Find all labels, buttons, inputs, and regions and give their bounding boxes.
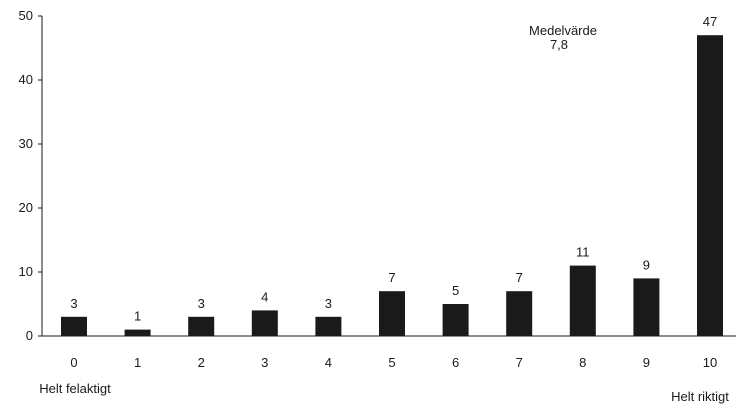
bar-value-label: 3 <box>325 296 332 311</box>
x-tick-label: 8 <box>579 355 586 370</box>
x-tick-label: 4 <box>325 355 332 370</box>
bar-value-label: 9 <box>643 257 650 272</box>
bar-value-label: 3 <box>70 296 77 311</box>
bar-value-label: 3 <box>198 296 205 311</box>
bar <box>633 278 660 336</box>
x-tick-label: 3 <box>261 355 268 370</box>
mean-value: 7,8 <box>550 37 568 52</box>
x-tick-label: 10 <box>703 355 717 370</box>
bar-value-label: 7 <box>388 270 395 285</box>
x-tick-label: 7 <box>516 355 523 370</box>
bar-value-label: 1 <box>134 309 141 324</box>
y-tick-label: 40 <box>19 72 33 87</box>
bar <box>442 304 469 336</box>
bar-value-label: 47 <box>703 14 717 29</box>
bar <box>251 310 278 336</box>
x-tick-label: 2 <box>198 355 205 370</box>
bar <box>506 291 533 336</box>
x-tick-label: 5 <box>388 355 395 370</box>
x-tick-label: 6 <box>452 355 459 370</box>
bar <box>124 329 151 336</box>
bar-value-label: 5 <box>452 283 459 298</box>
x-axis: 0 1 2 3 4 5 6 7 8 9 10 <box>42 335 736 370</box>
y-axis: 0 10 20 30 40 50 <box>19 8 43 343</box>
y-tick-label: 20 <box>19 200 33 215</box>
y-tick-label: 50 <box>19 8 33 23</box>
bar <box>379 291 405 336</box>
bar <box>569 265 596 336</box>
bar-value-label: 11 <box>576 245 590 260</box>
bar-value-label: 7 <box>516 270 523 285</box>
mean-label: Medelvärde <box>529 23 597 38</box>
y-tick-label: 10 <box>19 264 33 279</box>
bar <box>697 35 723 336</box>
bar <box>61 316 87 336</box>
bars <box>61 35 723 336</box>
right-end-annotation: Helt riktigt <box>671 389 729 404</box>
x-tick-label: 0 <box>70 355 77 370</box>
data-labels: 3 1 3 4 3 7 5 7 11 9 47 <box>70 14 717 323</box>
bar <box>188 316 215 336</box>
bar <box>315 316 342 336</box>
y-tick-label: 0 <box>26 328 33 343</box>
x-tick-label: 9 <box>643 355 650 370</box>
bar-value-label: 4 <box>261 289 268 304</box>
left-end-annotation: Helt felaktigt <box>39 381 111 396</box>
y-tick-label: 30 <box>19 136 33 151</box>
x-tick-label: 1 <box>134 355 141 370</box>
